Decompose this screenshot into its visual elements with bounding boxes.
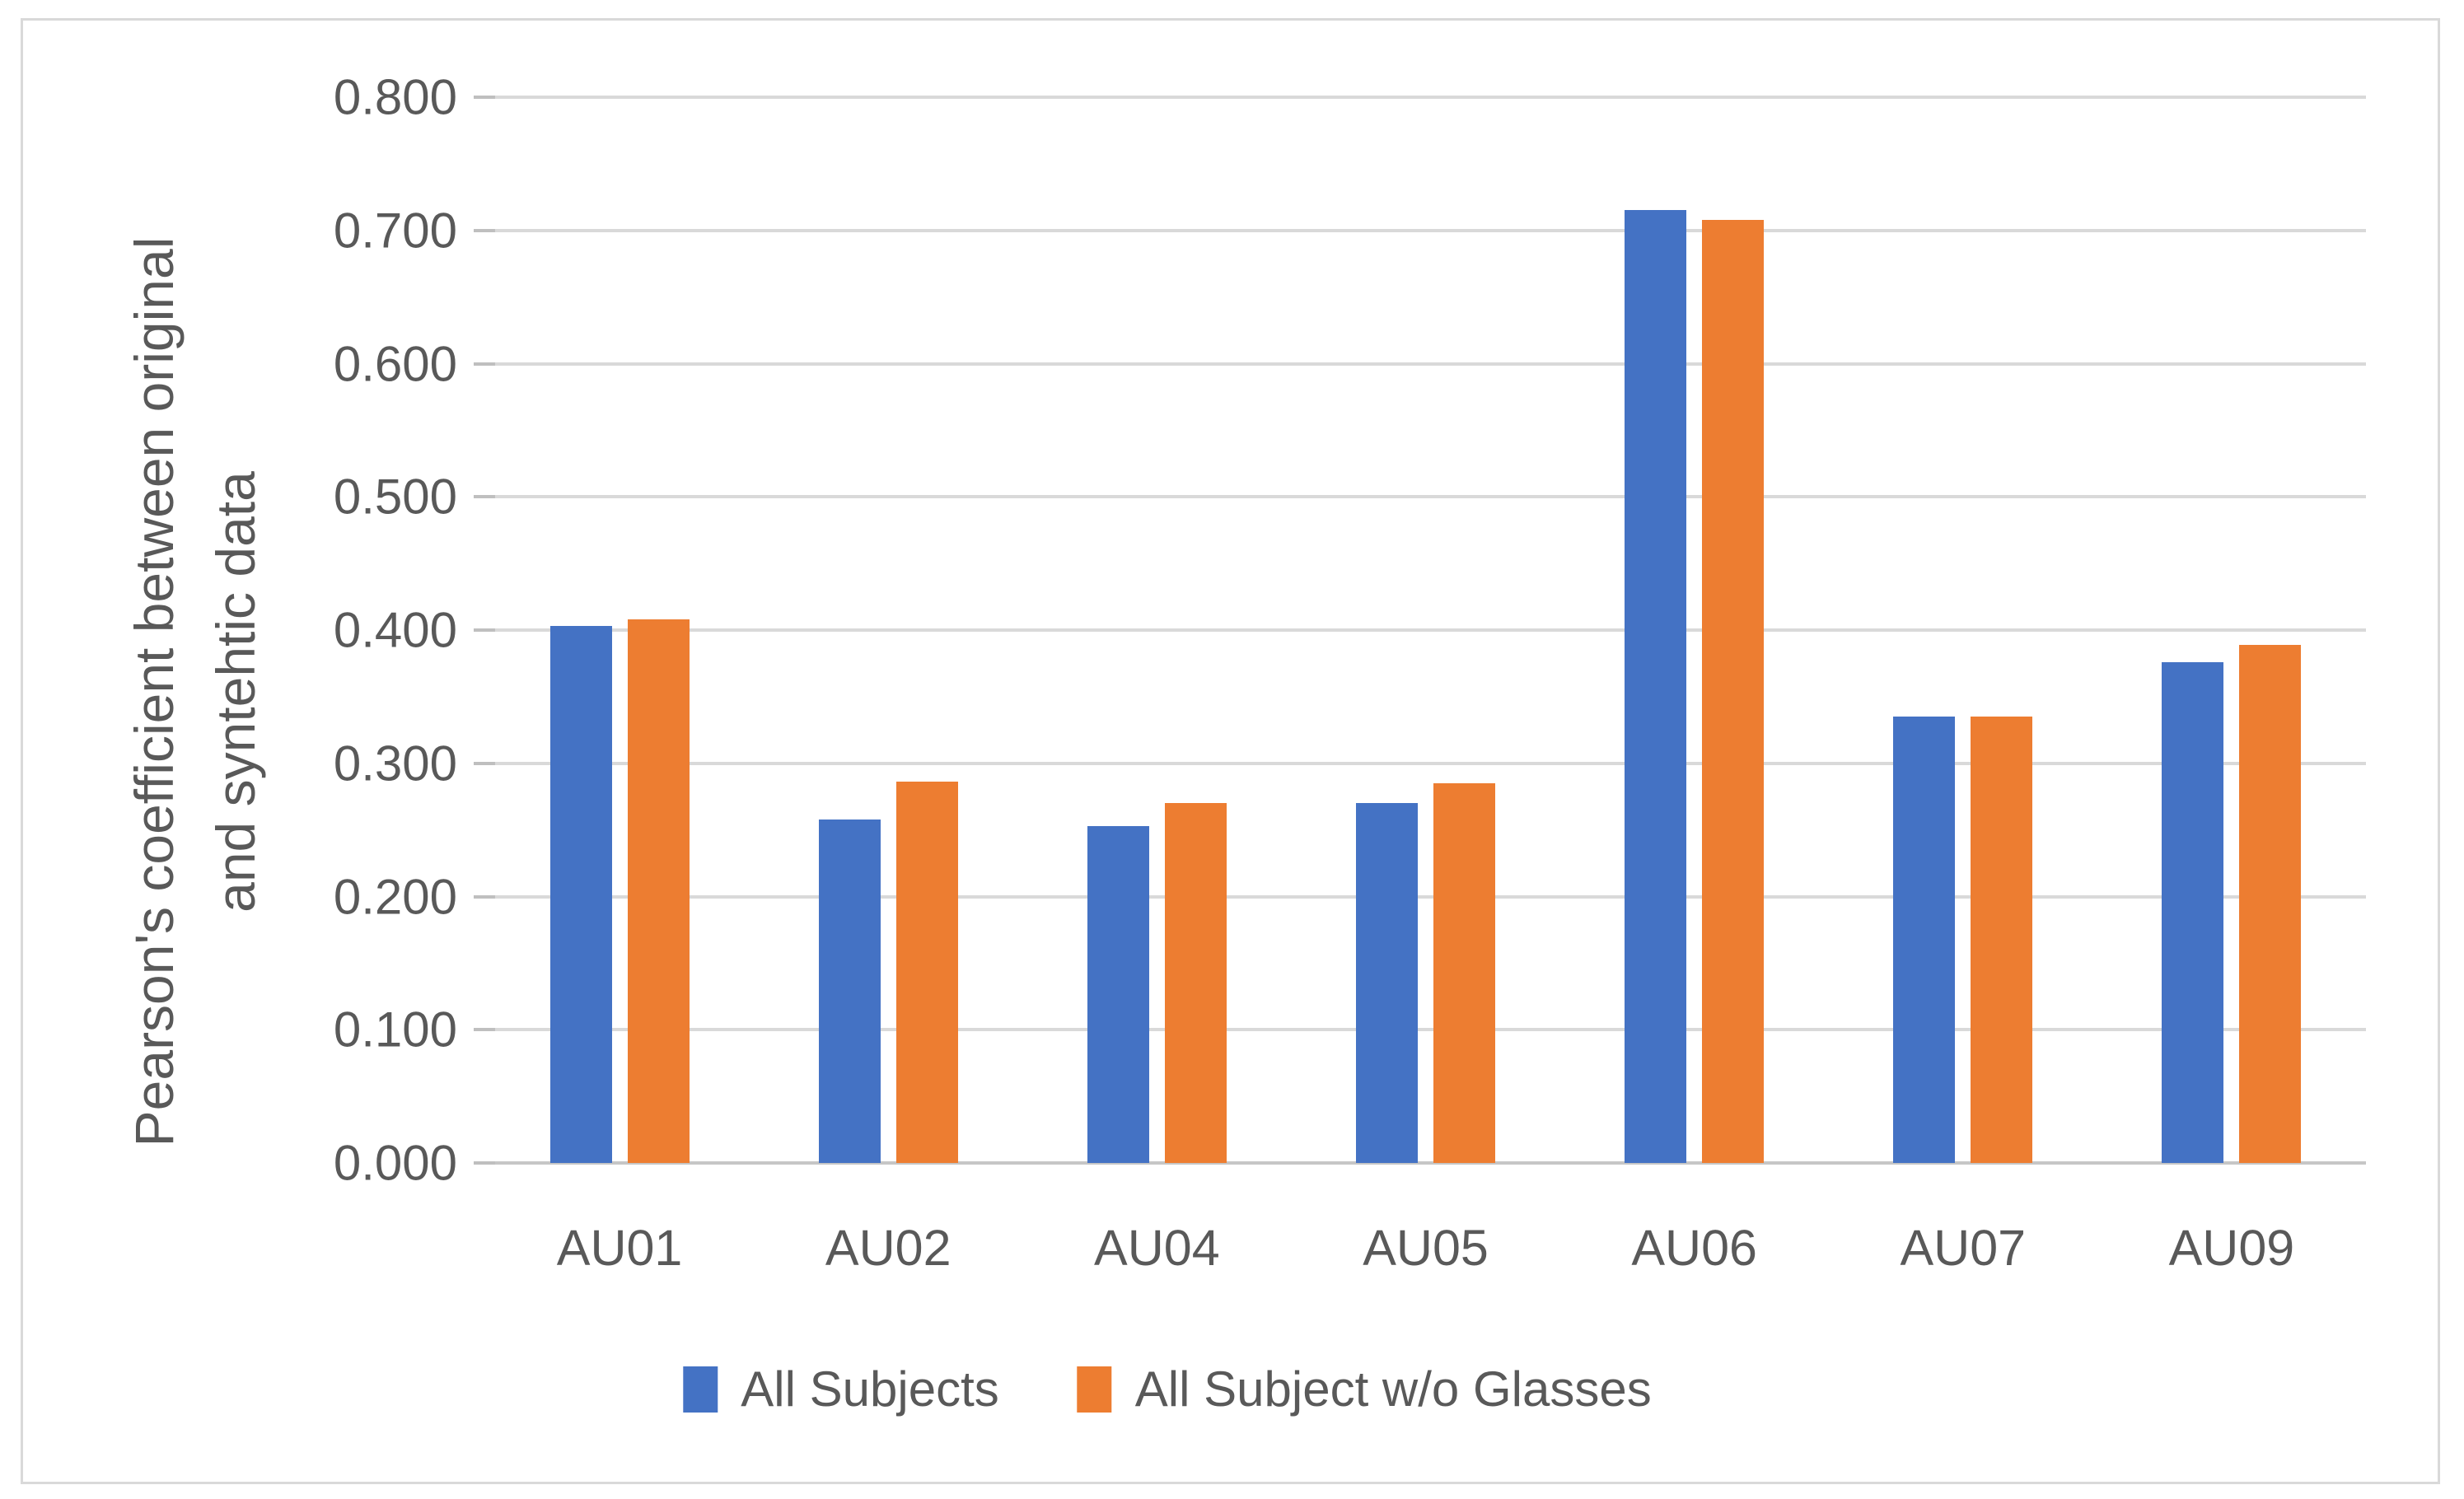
y-tick-label: 0.700	[333, 203, 457, 259]
gridline	[485, 761, 2366, 765]
y-tick-mark	[474, 362, 495, 366]
legend-swatch-orange	[1077, 1366, 1112, 1413]
legend-item-wo-glasses: All Subject w/o Glasses	[1077, 1361, 1652, 1417]
bar-au04-series2	[1164, 803, 1227, 1163]
x-category-label: AU09	[2168, 1220, 2295, 1276]
y-tick-label: 0.200	[333, 869, 457, 924]
y-tick-label: 0.500	[333, 469, 457, 525]
y-tick-mark	[474, 761, 495, 765]
y-tick-mark	[474, 96, 495, 99]
y-tick-label: 0.000	[333, 1135, 457, 1191]
y-tick-mark	[474, 1028, 495, 1032]
bar-au07-series2	[1971, 717, 2033, 1163]
figure-border	[21, 18, 2440, 1484]
y-tick-label: 0.400	[333, 602, 457, 658]
y-tick-label: 0.600	[333, 336, 457, 391]
gridline	[485, 894, 2366, 899]
y-tick-mark	[474, 495, 495, 499]
bar-au04-series1	[1087, 825, 1149, 1163]
y-tick-label: 0.300	[333, 735, 457, 792]
legend-label: All Subject w/o Glasses	[1134, 1361, 1652, 1417]
y-tick-mark	[474, 1161, 495, 1165]
x-category-label: AU04	[1094, 1220, 1220, 1276]
gridline	[485, 495, 2366, 499]
bar-au06-series1	[1625, 210, 1687, 1163]
y-tick-label: 0.100	[333, 1002, 457, 1058]
bar-au09-series1	[2162, 661, 2224, 1163]
bar-au01-series2	[627, 619, 690, 1163]
bar-au07-series1	[1893, 717, 1956, 1163]
legend-item-all-subjects: All Subjects	[683, 1361, 999, 1417]
gridline	[485, 362, 2366, 366]
gridline	[485, 96, 2366, 99]
bar-au02-series2	[895, 782, 958, 1163]
gridline	[485, 628, 2366, 632]
y-tick-mark	[474, 894, 495, 899]
bar-au05-series1	[1356, 803, 1418, 1163]
gridline	[485, 228, 2366, 232]
bar-au06-series2	[1702, 219, 1765, 1163]
legend-swatch-blue	[683, 1366, 718, 1413]
bar-au09-series2	[2239, 644, 2302, 1163]
y-axis-title-line1: Pearson's coefficient between original	[124, 236, 185, 1147]
y-tick-mark	[474, 628, 495, 632]
x-category-label: AU01	[556, 1220, 683, 1276]
bar-au01-series1	[549, 626, 612, 1163]
bar-au05-series2	[1433, 783, 1495, 1163]
x-category-label: AU07	[1900, 1220, 2027, 1276]
x-category-label: AU05	[1363, 1220, 1489, 1276]
legend: All Subjects All Subject w/o Glasses	[683, 1361, 1652, 1417]
gridline	[485, 1028, 2366, 1032]
y-tick-mark	[474, 228, 495, 232]
y-tick-label: 0.800	[333, 69, 457, 125]
x-axis-line	[485, 1161, 2366, 1165]
legend-label: All Subjects	[741, 1361, 999, 1417]
x-category-label: AU06	[1631, 1220, 1757, 1276]
bar-au02-series1	[818, 819, 881, 1163]
x-category-label: AU02	[825, 1220, 951, 1276]
